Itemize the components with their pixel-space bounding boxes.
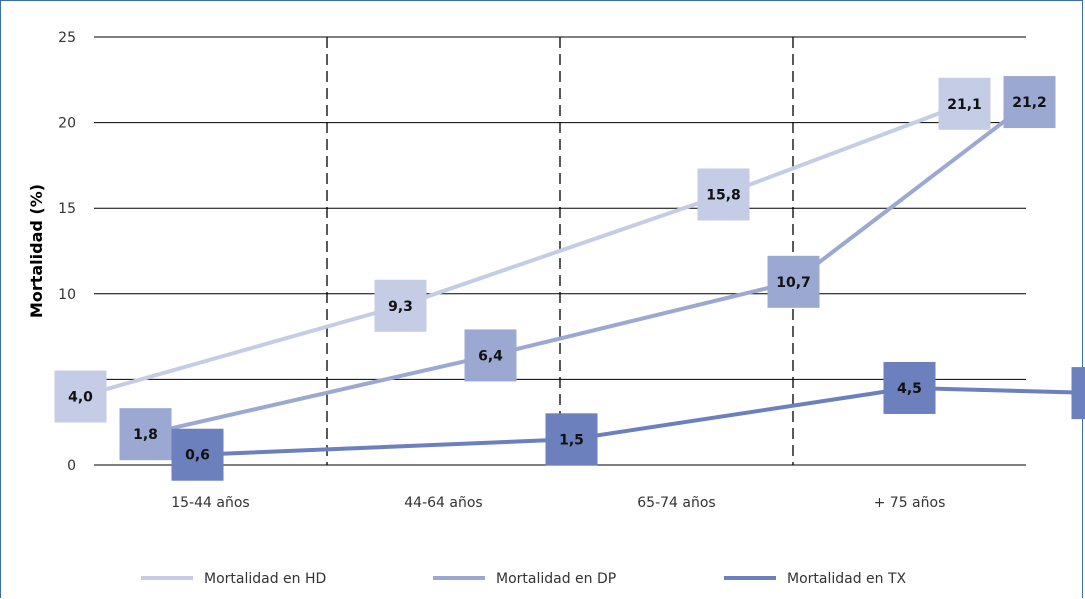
- data-label: 4,5: [897, 381, 922, 397]
- series-line-2: [198, 388, 1085, 455]
- data-label: 21,1: [947, 97, 982, 113]
- x-axis-ticks: 15-44 años 44-64 años 65-74 años + 75 años: [171, 495, 945, 511]
- y-tick-label: 20: [58, 116, 76, 132]
- data-label: 0,6: [185, 448, 210, 464]
- x-tick-label: 15-44 años: [171, 495, 249, 511]
- data-label: 1,5: [559, 432, 584, 448]
- data-label: 4,0: [68, 390, 93, 406]
- legend-label: Mortalidad en HD: [204, 571, 326, 587]
- y-tick-label: 15: [58, 201, 76, 217]
- y-axis-label: Mortalidad (%): [27, 184, 46, 318]
- data-label: 6,4: [478, 348, 503, 364]
- legend-label: Mortalidad en TX: [787, 571, 907, 587]
- data-point-marker: [1072, 367, 1085, 419]
- legend: Mortalidad en HD Mortalidad en DP Mortalid…: [141, 571, 907, 587]
- y-tick-label: 10: [58, 287, 76, 303]
- data-label: 10,7: [776, 275, 811, 291]
- x-tick-label: 65-74 años: [637, 495, 715, 511]
- data-label: 9,3: [388, 299, 413, 315]
- x-tick-label: + 75 años: [874, 495, 946, 511]
- x-tick-label: 44-64 años: [404, 495, 482, 511]
- data-label: 21,2: [1012, 95, 1047, 111]
- data-label: 15,8: [706, 188, 741, 204]
- data-label: 1,8: [133, 427, 158, 443]
- y-tick-label: 25: [58, 30, 76, 46]
- y-tick-label: 0: [67, 458, 76, 474]
- legend-label: Mortalidad en DP: [496, 571, 616, 587]
